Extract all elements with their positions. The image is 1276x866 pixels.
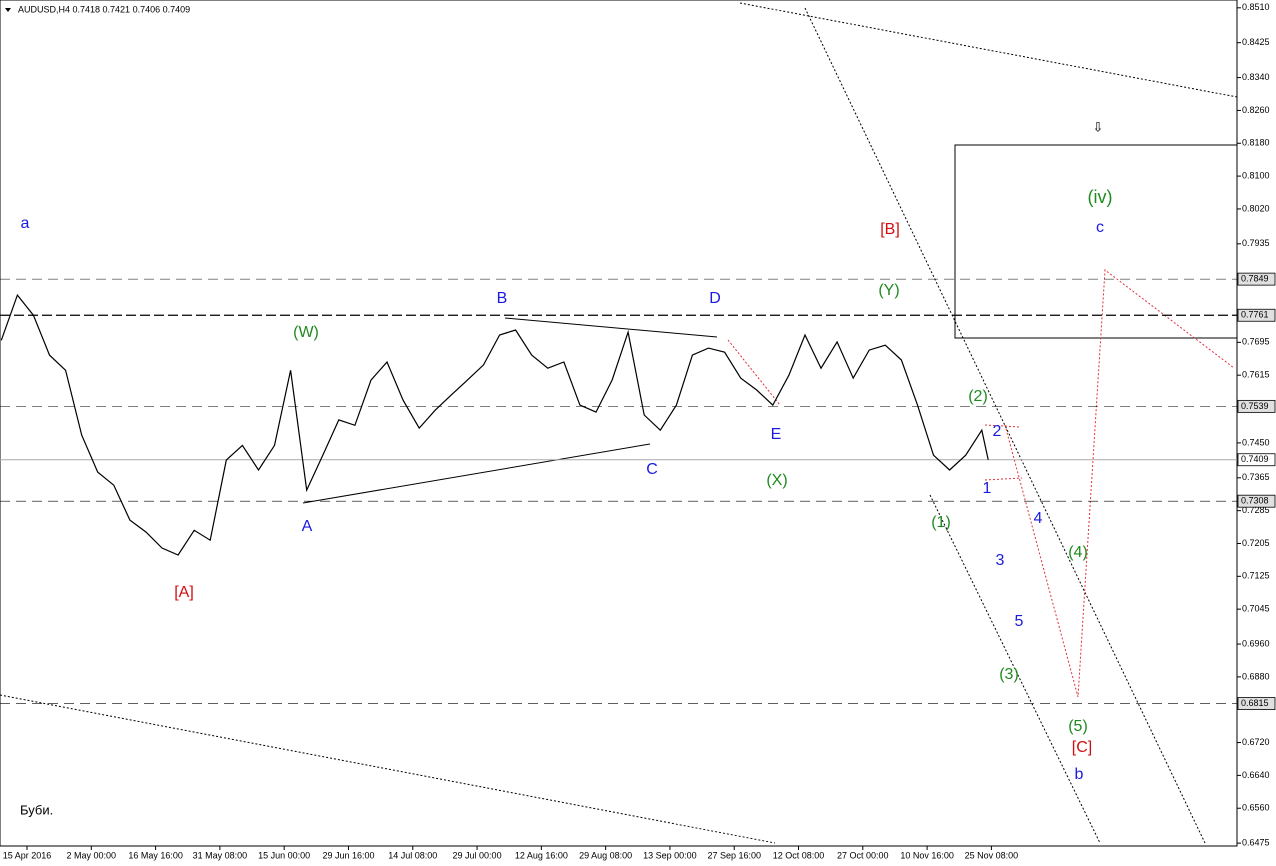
trend-line	[929, 494, 1101, 844]
wave-label: 5	[1015, 613, 1024, 630]
wave-label: b	[1075, 766, 1084, 783]
trend-lines	[0, 2, 1238, 844]
x-tick-label: 16 May 16:00	[128, 850, 183, 860]
wave-label: 2	[993, 423, 1002, 440]
y-tick-label: 0.8180	[1242, 138, 1270, 148]
level-box	[1237, 308, 1276, 322]
symbol-info: AUDUSD,H4 0.7418 0.7421 0.7406 0.7409	[18, 4, 190, 14]
wave-label: 4	[1034, 510, 1043, 527]
y-tick-label: 0.7045	[1242, 604, 1270, 614]
y-tick-label: 0.6640	[1242, 770, 1270, 780]
wave-label: (iv)	[1088, 187, 1113, 207]
x-tick-label: 14 Jul 08:00	[388, 850, 437, 860]
wave-label: 1	[983, 480, 992, 497]
y-tick-label: 0.8425	[1242, 37, 1270, 47]
y-tick-label: 0.6560	[1242, 803, 1270, 813]
price-line	[0, 293, 989, 556]
y-tick-label: 0.6720	[1242, 737, 1270, 747]
level-box	[1237, 272, 1276, 286]
pattern-lines	[302, 144, 1238, 504]
projection	[727, 269, 1235, 698]
y-tick-label: 0.6880	[1242, 671, 1270, 681]
projection-line	[984, 424, 1021, 428]
wave-label: [B]	[880, 221, 900, 238]
level-box	[1237, 697, 1276, 710]
y-tick-label: 0.7450	[1242, 437, 1270, 447]
wave-label: (2)	[968, 388, 988, 405]
x-tick-label: 31 May 08:00	[193, 850, 248, 860]
y-tick-label: 0.7615	[1242, 370, 1270, 380]
x-tick-label: 10 Nov 16:00	[900, 850, 954, 860]
x-tick-label: 12 Oct 08:00	[773, 850, 825, 860]
x-tick-label: 2 May 00:00	[67, 850, 117, 860]
level-label: 0.7308	[1241, 496, 1269, 506]
wave-label: E	[771, 426, 782, 443]
y-tick-label: 0.8100	[1242, 170, 1270, 180]
pattern-line	[504, 317, 718, 338]
x-tick-label: 27 Oct 00:00	[837, 850, 889, 860]
level-label: 0.7761	[1241, 310, 1269, 320]
footnote: Буби.	[20, 802, 53, 817]
y-tick-label: 0.7935	[1242, 238, 1270, 248]
wave-label: (Y)	[878, 282, 899, 299]
level-label: 0.7849	[1241, 274, 1269, 284]
x-tick-label: 25 Nov 08:00	[965, 850, 1019, 860]
current-price-box	[1237, 453, 1276, 467]
wave-label: D	[709, 290, 721, 307]
x-tick-label: 27 Sep 16:00	[707, 850, 761, 860]
x-tick-label: 29 Aug 08:00	[579, 850, 632, 860]
y-tick-label: 0.8020	[1242, 203, 1270, 213]
y-tick-label: 0.8260	[1242, 105, 1270, 115]
wave-label: A	[302, 518, 313, 535]
level-box	[1237, 494, 1276, 508]
projection-path	[1004, 269, 1235, 698]
y-tick-label: 0.7695	[1242, 337, 1270, 347]
x-tick-label: 12 Aug 16:00	[515, 850, 568, 860]
x-tick-label: 29 Jul 00:00	[453, 850, 502, 860]
y-tick-label: 0.8510	[1242, 2, 1270, 12]
wave-label: C	[646, 461, 658, 478]
arrow-icon: ⇩	[1093, 119, 1104, 134]
y-tick-label: 0.7205	[1242, 538, 1270, 548]
wave-label: a	[21, 215, 30, 232]
current-price-label: 0.7409	[1241, 454, 1269, 464]
y-tick-label: 0.7125	[1242, 571, 1270, 581]
y-tick-label: 0.8340	[1242, 72, 1270, 82]
y-tick-label: 0.7365	[1242, 472, 1270, 482]
y-tick-label: 0.7285	[1242, 505, 1270, 515]
x-tick-label: 15 Jun 00:00	[258, 850, 310, 860]
wave-label: (1)	[931, 514, 951, 531]
wave-label: (5)	[1068, 718, 1088, 735]
level-label: 0.7539	[1241, 401, 1269, 411]
level-box	[1237, 399, 1276, 413]
wave-label: [C]	[1072, 739, 1092, 756]
level-label: 0.6815	[1241, 698, 1269, 708]
pattern-line	[302, 443, 651, 504]
wave-label: (4)	[1068, 544, 1088, 561]
plot-frame	[0, 0, 1238, 847]
wave-label: (3)	[999, 666, 1019, 683]
trend-line	[739, 2, 1238, 98]
wave-label: [A]	[174, 584, 194, 601]
y-tick-label: 0.6475	[1242, 838, 1270, 848]
trend-line	[0, 694, 776, 844]
wave-label: c	[1096, 219, 1104, 236]
wave-label: B	[497, 290, 508, 307]
wave-label: 3	[996, 552, 1005, 569]
x-tick-label: 15 Apr 2016	[3, 850, 52, 860]
y-tick-label: 0.6960	[1242, 638, 1270, 648]
wave-label: (W)	[293, 324, 319, 341]
target-box	[954, 144, 1238, 339]
wave-label: (X)	[766, 472, 787, 489]
projection-line	[727, 339, 781, 406]
x-tick-label: 29 Jun 16:00	[322, 850, 374, 860]
x-tick-label: 13 Sep 00:00	[643, 850, 697, 860]
menu-icon	[5, 8, 11, 12]
